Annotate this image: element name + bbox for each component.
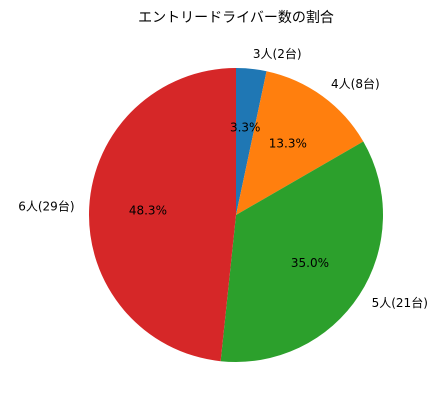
slice-percent-label: 13.3%	[269, 137, 307, 151]
slice-category-label: 4人(8台)	[331, 76, 380, 91]
pie-slice-3	[220, 141, 383, 362]
chart-title: エントリードライバー数の割合	[138, 9, 334, 26]
slice-category-label: 5人(21台)	[372, 295, 428, 310]
slice-percent-label: 48.3%	[129, 203, 167, 217]
pie-slices	[88, 67, 383, 362]
pie-labels: 3.3% 3人(2台) 13.3% 4人(8台) 35.0% 5人(21台) 48.3% 6人…	[18, 46, 428, 310]
slice-category-label: 6人(29台)	[18, 199, 74, 214]
slice-category-label: 3人(2台)	[253, 46, 302, 61]
pie-slice-2	[236, 71, 364, 215]
pie-slice-4	[88, 67, 236, 362]
slice-percent-label: 3.3%	[230, 120, 261, 134]
slice-percent-label: 35.0%	[291, 256, 329, 270]
pie-slice-1	[236, 68, 267, 215]
